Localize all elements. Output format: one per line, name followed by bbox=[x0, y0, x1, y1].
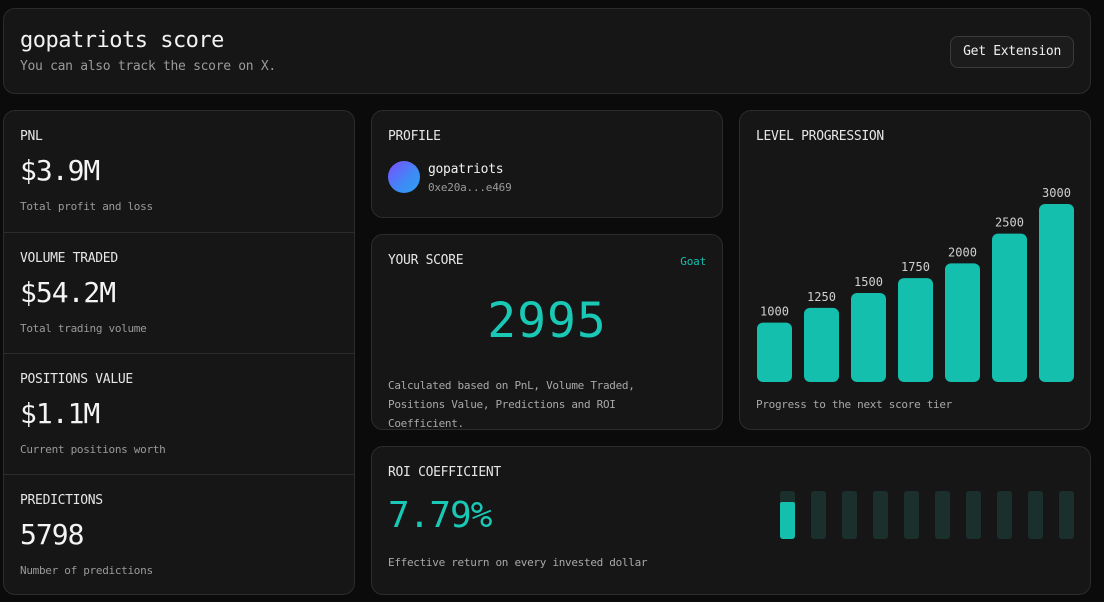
stat-label: VOLUME TRADED bbox=[20, 251, 118, 266]
stat-description: Current positions worth bbox=[20, 443, 166, 456]
level-bar-label: 1250 bbox=[807, 290, 836, 304]
stat-predictions: PREDICTIONS 5798 Number of predictions bbox=[4, 474, 354, 594]
stat-description: Number of predictions bbox=[20, 564, 153, 577]
score-value: 2995 bbox=[487, 293, 607, 349]
wallet-address: 0xe20a...e469 bbox=[428, 181, 512, 194]
level-bar bbox=[898, 278, 933, 382]
roi-meter-fill bbox=[780, 501, 795, 539]
roi-meter-segment bbox=[873, 491, 888, 539]
stat-value: $54.2M bbox=[20, 276, 116, 309]
roi-meter-segment bbox=[997, 491, 1012, 539]
level-bar-label: 1000 bbox=[760, 305, 789, 319]
stat-volume-traded: VOLUME TRADED $54.2M Total trading volum… bbox=[4, 232, 354, 353]
level-bar-label: 2500 bbox=[995, 216, 1024, 230]
level-progression-card: LEVEL PROGRESSION 1000 1250 1500 1750 2000 25… bbox=[739, 110, 1091, 430]
stat-label: POSITIONS VALUE bbox=[20, 372, 133, 387]
score-tier-badge: Goat bbox=[680, 255, 706, 268]
level-bar bbox=[851, 293, 886, 382]
roi-meter-segment bbox=[904, 491, 919, 539]
level-bar-label: 1750 bbox=[901, 260, 930, 274]
stat-value: 5798 bbox=[20, 518, 84, 551]
stat-positions-value: POSITIONS VALUE $1.1M Current positions … bbox=[4, 353, 354, 474]
stat-value: $1.1M bbox=[20, 397, 100, 430]
level-bar bbox=[945, 263, 980, 382]
stat-description: Total trading volume bbox=[20, 322, 147, 335]
score-description: Calculated based on PnL, Volume Traded, … bbox=[388, 379, 635, 430]
level-bar bbox=[757, 322, 792, 382]
stat-label: PREDICTIONS bbox=[20, 493, 103, 508]
roi-label: ROI COEFFICIENT bbox=[388, 465, 501, 480]
roi-value: 7.79% bbox=[388, 495, 492, 536]
level-bar bbox=[1039, 204, 1074, 382]
stat-value: $3.9M bbox=[20, 154, 100, 187]
stat-label: PNL bbox=[20, 129, 43, 144]
level-bar bbox=[804, 307, 839, 382]
roi-description: Effective return on every invested dolla… bbox=[388, 556, 648, 569]
profile-card: PROFILE gopatriots 0xe20a...e469 bbox=[371, 110, 723, 218]
roi-meter-segment bbox=[842, 491, 857, 539]
header-card: gopatriots score You can also track the … bbox=[3, 8, 1091, 94]
roi-meter-segment bbox=[1059, 491, 1074, 539]
roi-meter-segment bbox=[935, 491, 950, 539]
level-bar bbox=[992, 233, 1027, 382]
level-bar-label: 3000 bbox=[1042, 186, 1071, 200]
get-extension-button[interactable]: Get Extension bbox=[950, 36, 1074, 68]
roi-meter-segment bbox=[1028, 491, 1043, 539]
roi-meter-segment bbox=[966, 491, 981, 539]
stat-pnl: PNL $3.9M Total profit and loss bbox=[4, 111, 354, 232]
stat-description: Total profit and loss bbox=[20, 200, 153, 213]
score-label: YOUR SCORE bbox=[388, 253, 464, 268]
level-bar-label: 1500 bbox=[854, 275, 883, 289]
level-bar-label: 2000 bbox=[948, 245, 977, 259]
level-progression-description: Progress to the next score tier bbox=[756, 398, 952, 411]
level-progression-label: LEVEL PROGRESSION bbox=[756, 129, 884, 144]
score-card: YOUR SCORE Goat 2995 Calculated based on… bbox=[371, 234, 723, 430]
page-title: gopatriots score bbox=[20, 28, 224, 53]
roi-meter-segment bbox=[811, 491, 826, 539]
profile-label: PROFILE bbox=[388, 129, 441, 144]
profile-name: gopatriots bbox=[428, 162, 504, 177]
level-progression-chart: 1000 1250 1500 1750 2000 2500 3000 bbox=[757, 186, 1074, 382]
roi-card: ROI COEFFICIENT 7.79% Effective return o… bbox=[371, 446, 1091, 595]
stats-card: PNL $3.9M Total profit and loss VOLUME T… bbox=[3, 110, 355, 595]
avatar bbox=[388, 161, 420, 193]
page-subtitle: You can also track the score on X. bbox=[20, 59, 276, 74]
roi-meter bbox=[780, 491, 1076, 539]
roi-meter-segment bbox=[780, 491, 795, 539]
